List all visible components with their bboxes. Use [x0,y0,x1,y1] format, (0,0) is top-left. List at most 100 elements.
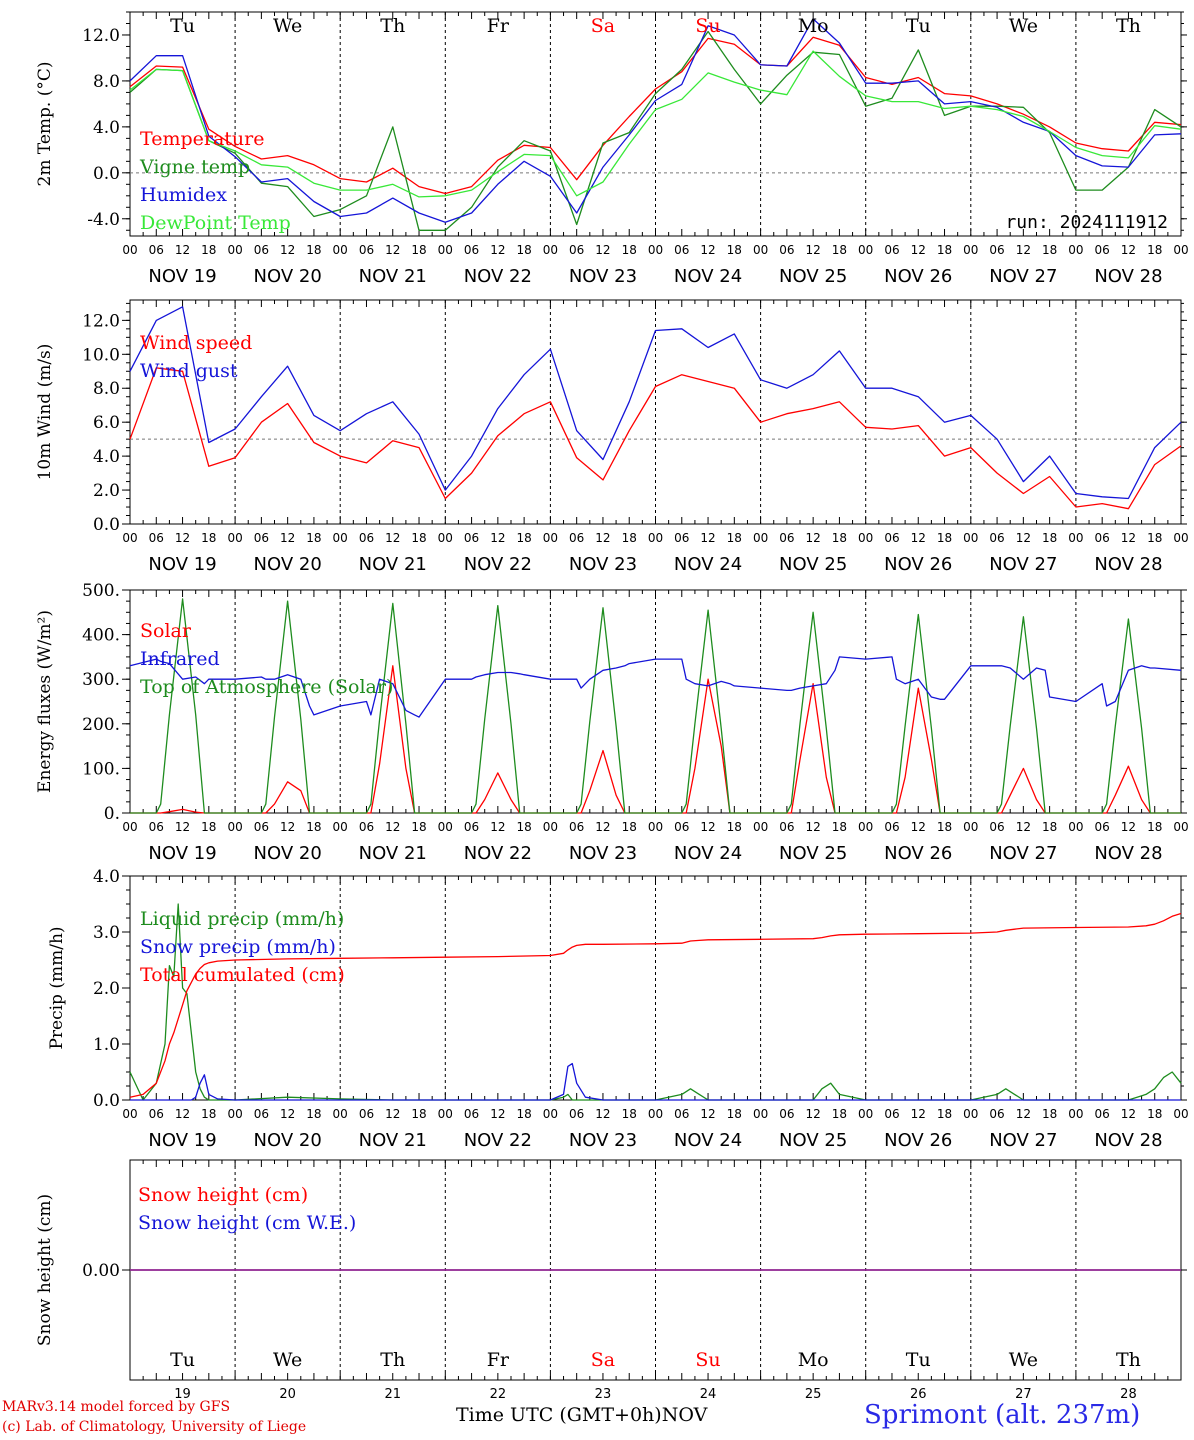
hour-tick-label: 00 [753,1107,768,1121]
hour-tick-label: 18 [727,531,742,545]
panel-3: 0. 100. 200. 300. 400. 500. Energy fluxes (W/m… [35,581,1189,864]
panel-1: -4.0 0.0 4.0 8.0 12.0 2m Temp. (°C) 00 06 12 18 NO… [35,11,1189,287]
hour-tick-label: 06 [464,243,479,257]
hour-tick-label: 00 [1173,243,1188,257]
y-tick-label: 0. [104,804,120,824]
day-number-label: 27 [1015,1387,1032,1402]
hour-tick-label: 06 [149,243,164,257]
series-line-vigne-temp [129,30,1182,231]
run-label: run: 2024111912 [1005,212,1168,233]
hour-tick-label: 18 [516,531,531,545]
panel-frame [129,11,1182,237]
hour-tick-label: 06 [359,531,374,545]
hour-tick-label: 18 [516,820,531,834]
hour-tick-label: 00 [648,1107,663,1121]
hour-tick-label: 18 [411,1107,426,1121]
date-label: NOV 20 [254,554,322,575]
day-of-week-label: Tu [906,15,931,37]
y-tick-label: 6.0 [93,413,120,433]
hour-tick-label: 06 [884,1107,899,1121]
y-tick-label: 8.0 [93,379,120,399]
hour-tick-label: 00 [543,820,558,834]
hour-tick-label: 18 [516,1107,531,1121]
date-label: NOV 23 [569,266,637,287]
hour-tick-label: 06 [674,820,689,834]
date-label: NOV 21 [359,843,427,864]
date-label: NOV 23 [569,843,637,864]
date-label: NOV 25 [779,554,847,575]
hour-tick-label: 18 [1042,1107,1057,1121]
hour-tick-label: 00 [648,820,663,834]
date-label: NOV 22 [464,266,532,287]
date-label: NOV 26 [884,843,952,864]
hour-tick-label: 06 [464,531,479,545]
date-label: NOV 28 [1094,266,1162,287]
y-tick-label: 200. [82,715,120,735]
y-tick-label: 8.0 [93,72,120,92]
legend-entry: Snow height (cm) [138,1184,308,1206]
hour-tick-label: 18 [937,531,952,545]
hour-tick-label: 00 [333,820,348,834]
hour-tick-label: 12 [595,1107,610,1121]
hour-tick-label: 06 [464,1107,479,1121]
date-label: NOV 23 [569,554,637,575]
hour-tick-label: 06 [884,820,899,834]
day-of-week-label: Fr [487,1349,510,1371]
day-of-week-label: Fr [487,15,510,37]
hour-tick-label: 00 [438,820,453,834]
date-label: NOV 26 [884,266,952,287]
hour-tick-label: 18 [832,243,847,257]
hour-tick-label: 12 [1121,820,1136,834]
hour-tick-label: 12 [806,531,821,545]
legend-entry: Wind speed [140,332,252,354]
date-label: NOV 25 [779,843,847,864]
hour-tick-label: 06 [989,1107,1004,1121]
panel-5: 0.00 Snow height (cm) Snow height (cm) Snow… [35,1159,1187,1381]
hour-tick-label: 06 [1095,1107,1110,1121]
y-tick-label: 10.0 [82,345,120,365]
day-of-week-label: Mo [798,1349,829,1371]
hour-tick-label: 18 [411,243,426,257]
legend-entry: Snow precip (mm/h) [140,936,336,958]
date-label: NOV 20 [254,843,322,864]
hour-tick-label: 00 [858,243,873,257]
hour-tick-label: 18 [727,820,742,834]
hour-tick-label: 18 [1147,243,1162,257]
hour-tick-label: 06 [1095,820,1110,834]
date-label: NOV 26 [884,554,952,575]
hour-tick-label: 00 [648,243,663,257]
hour-tick-label: 06 [884,243,899,257]
hour-tick-label: 12 [700,531,715,545]
hour-tick-label: 18 [306,531,321,545]
hour-tick-label: 12 [700,243,715,257]
day-of-week-label: Sa [591,1349,615,1371]
y-tick-label: 500. [82,581,120,601]
y-tick-label: 0.00 [82,1261,120,1281]
y-tick-label: 100. [82,759,120,779]
day-of-week-label: Mo [798,15,829,37]
y-tick-label: 3.0 [93,923,120,943]
y-tick-label: 300. [82,670,120,690]
date-label: NOV 23 [569,1130,637,1151]
hour-tick-label: 12 [911,243,926,257]
hour-tick-label: 12 [700,1107,715,1121]
hour-tick-label: 18 [411,820,426,834]
hour-tick-label: 00 [333,243,348,257]
hour-tick-label: 12 [175,531,190,545]
y-tick-label: 2.0 [93,481,120,501]
lab-credit: (c) Lab. of Climatology, University of L… [2,1419,307,1435]
hour-tick-label: 12 [1016,531,1031,545]
hour-tick-label: 00 [543,243,558,257]
date-label: NOV 25 [779,266,847,287]
day-of-week-label: Th [380,1349,405,1371]
panel-frame [129,589,1182,814]
hour-tick-label: 06 [989,820,1004,834]
series-line-snow-precip-mm-h- [130,1062,1181,1101]
hour-tick-label: 00 [122,243,137,257]
hour-tick-label: 12 [490,820,505,834]
date-label: NOV 28 [1094,554,1162,575]
hour-tick-label: 18 [1147,820,1162,834]
hour-tick-label: 00 [753,243,768,257]
hour-tick-label: 12 [175,1107,190,1121]
day-of-week-label: Sa [591,15,615,37]
